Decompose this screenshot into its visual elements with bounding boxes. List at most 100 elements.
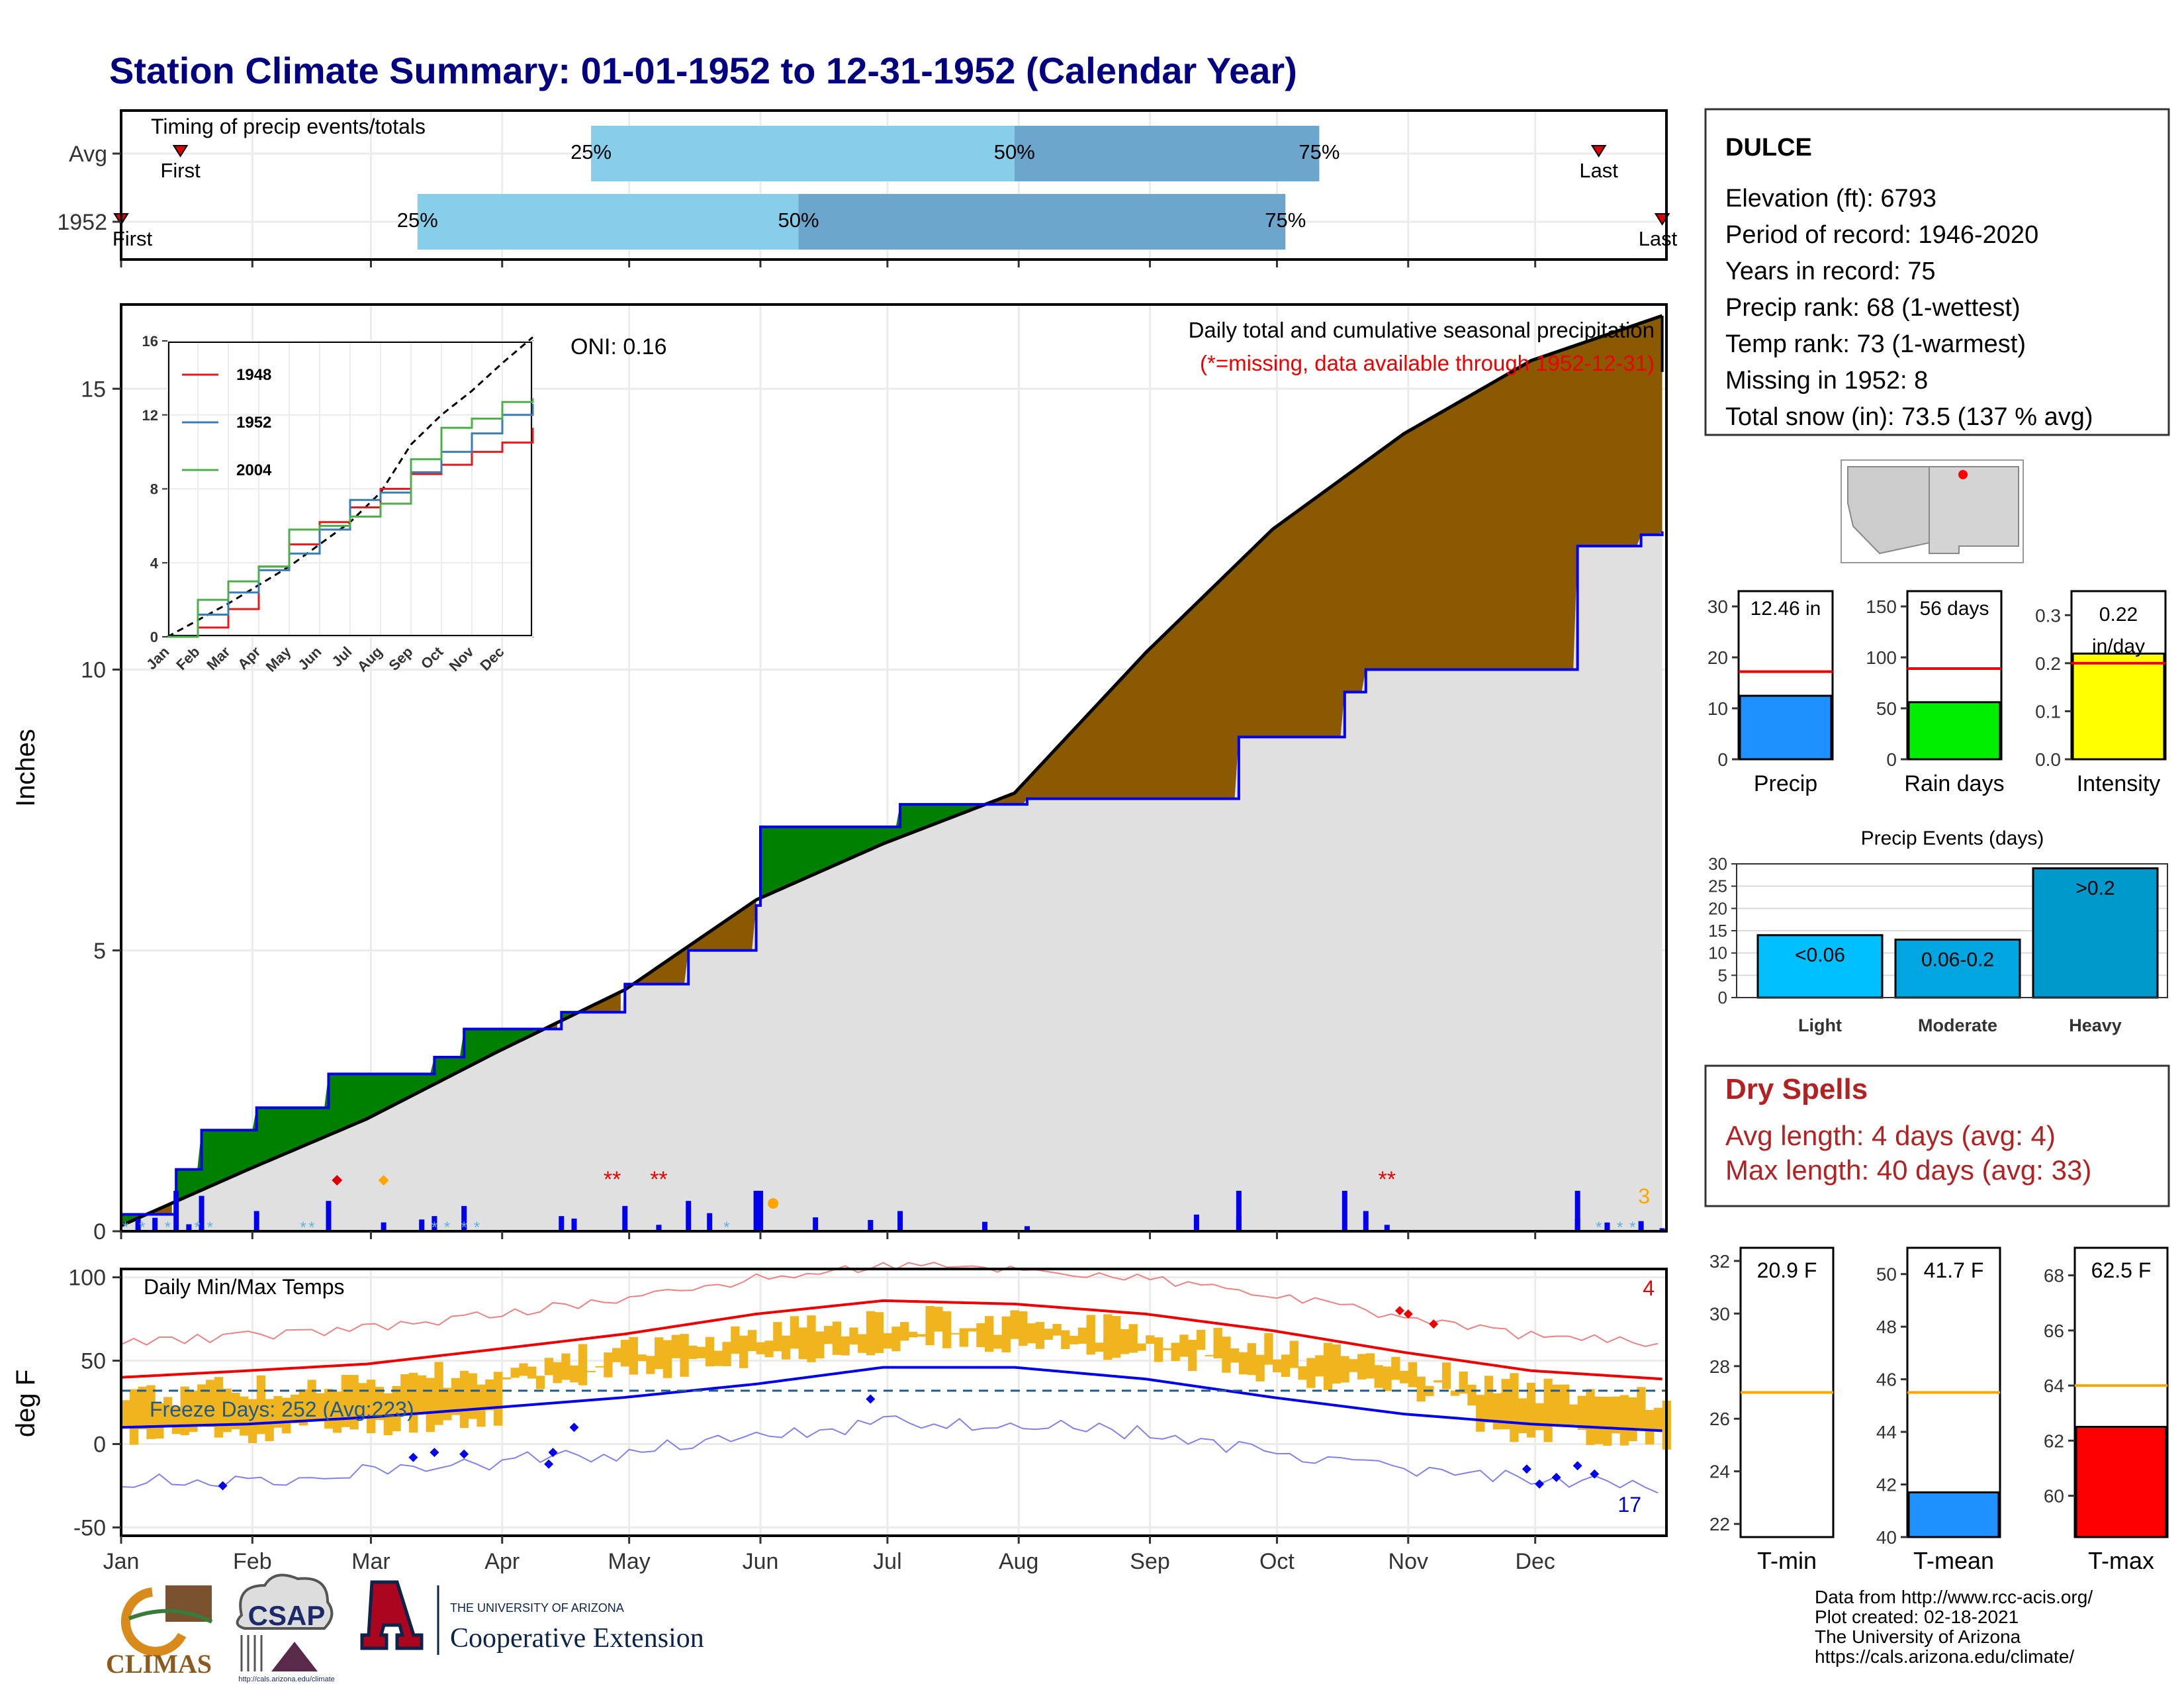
daily-precip-bar — [1604, 1222, 1610, 1231]
temp-panel-title: Daily Min/Max Temps — [144, 1275, 344, 1299]
daily-temp-range-bar — [1061, 1330, 1070, 1349]
summary-bar-tick-label: 100 — [1866, 647, 1897, 668]
events-bar — [1756, 934, 1884, 999]
daily-precip-bar — [199, 1196, 205, 1231]
daily-temp-range-bar — [1273, 1359, 1282, 1373]
daily-temp-range-bar — [1399, 1370, 1409, 1383]
record-low-marker — [459, 1449, 469, 1459]
daily-precip-bar — [461, 1205, 467, 1231]
record-low-marker — [569, 1423, 579, 1432]
month-label: Aug — [999, 1549, 1039, 1574]
month-label: Apr — [484, 1549, 520, 1574]
month-label: May — [608, 1549, 651, 1574]
daily-temp-range-bar — [1365, 1353, 1375, 1379]
daily-temp-range-bar — [1111, 1316, 1121, 1358]
record-low-marker — [548, 1448, 558, 1458]
record-low-marker — [1590, 1469, 1600, 1479]
summary-bar-fill — [1907, 701, 2001, 761]
timing-label: Timing of precip events/totals — [151, 115, 426, 138]
record-low-marker — [1522, 1464, 1531, 1474]
snow-day-marker: * — [1596, 1219, 1602, 1237]
temp-panel: Daily Min/Max Temps Freeze Days: 252 (Av… — [11, 1262, 1671, 1574]
daily-precip-bar — [173, 1190, 179, 1231]
events-category-label: Heavy — [2069, 1015, 2122, 1035]
daily-temp-range-bar — [256, 1375, 266, 1434]
csap-logo: CSAP http://cals.arizona.edu/climate — [236, 1573, 335, 1683]
daily-temp-range-bar — [841, 1336, 850, 1356]
daily-temp-range-bar — [629, 1336, 638, 1375]
summary-bar-label: Intensity — [2077, 771, 2161, 796]
daily-temp-range-bar — [1162, 1348, 1172, 1350]
summary-bar-tick-label: 0 — [1886, 749, 1897, 770]
daily-temp-range-bar — [646, 1356, 655, 1374]
daily-temp-range-bar — [1154, 1337, 1163, 1362]
ua-logo: THE UNIVERSITY OF ARIZONA Cooperative Ex… — [360, 1580, 704, 1655]
daily-temp-range-bar — [1383, 1366, 1392, 1391]
station-line: Period of record: 1946-2020 — [1725, 221, 2038, 249]
average-max-line — [120, 1299, 1662, 1381]
missing-data-asterisk: ** — [650, 1167, 667, 1192]
missing-day-marker — [378, 1175, 389, 1186]
daily-temp-range-bar — [1441, 1362, 1451, 1389]
summary-bar-fill — [2071, 652, 2165, 761]
summary-bar-tick-label: 50 — [1876, 698, 1897, 719]
inset-month-label: Apr — [234, 643, 264, 673]
daily-temp-range-bar — [1120, 1329, 1130, 1354]
first-event-label: First — [113, 227, 153, 250]
daily-precip-bar — [1574, 1190, 1580, 1231]
daily-temp-range-bar — [1374, 1365, 1383, 1388]
timing-row-avg-label: Avg — [69, 142, 107, 167]
daily-temp-range-bar — [637, 1354, 647, 1362]
summary-bar-label: Rain days — [1904, 771, 2004, 796]
daily-temp-range-bar — [1027, 1323, 1036, 1344]
timing-p75-label: 75% — [1298, 140, 1340, 164]
temp-summary-tick-label: 30 — [1709, 1303, 1730, 1324]
inset-frame — [168, 342, 532, 636]
page-title: Station Climate Summary: 01-01-1952 to 1… — [109, 50, 1297, 91]
daily-temp-range-bar — [1035, 1322, 1045, 1349]
daily-temp-range-bar — [620, 1340, 630, 1367]
daily-temp-range-bar — [1535, 1403, 1544, 1430]
daily-temp-range-bar — [451, 1378, 461, 1415]
daily-temp-range-bar — [985, 1316, 994, 1352]
temp-summary-tick-label: 42 — [1876, 1475, 1897, 1495]
summary-bar-tick-label: 30 — [1707, 596, 1728, 617]
summary-bar-value: in/day — [2092, 635, 2145, 657]
month-label: Jul — [873, 1549, 901, 1574]
daily-temp-range-bar — [849, 1327, 858, 1345]
daily-temp-range-bar — [1213, 1327, 1222, 1359]
credit-line: The University of Arizona — [1815, 1626, 2021, 1647]
inset-y-tick-label: 12 — [142, 407, 158, 424]
daily-temp-range-bar — [121, 1400, 130, 1427]
daily-precip-bar — [753, 1190, 759, 1231]
daily-temp-range-bar — [858, 1334, 867, 1353]
daily-precip-bar — [1193, 1214, 1199, 1231]
month-label: Jan — [103, 1549, 140, 1574]
station-line: Temp rank: 73 (1-warmest) — [1725, 330, 2026, 358]
precip-y-tick-label: 10 — [81, 658, 106, 683]
summary-bar-tick-label: 150 — [1866, 596, 1897, 617]
daily-temp-range-bar — [527, 1366, 537, 1379]
daily-temp-range-bar — [1298, 1366, 1307, 1380]
daily-temp-range-bar — [282, 1397, 291, 1434]
events-y-tick-label: 25 — [1708, 876, 1727, 896]
daily-temp-range-bar — [1484, 1376, 1494, 1423]
station-location-marker — [1958, 470, 1968, 479]
daily-temp-range-bar — [535, 1376, 545, 1389]
daily-precip-bar — [1363, 1211, 1369, 1231]
daily-temp-range-bar — [1628, 1397, 1637, 1442]
timing-bar-q2 — [417, 194, 799, 250]
last-event-label: Last — [1639, 227, 1678, 250]
daily-temp-range-bar — [655, 1337, 664, 1370]
month-label: Sep — [1130, 1549, 1170, 1574]
last-event-label: Last — [1579, 159, 1618, 182]
daily-temp-range-bar — [866, 1311, 876, 1356]
daily-temp-range-bar — [1543, 1378, 1553, 1442]
daily-temp-range-bar — [510, 1368, 520, 1378]
daily-temp-range-bar — [1128, 1324, 1138, 1353]
csap-wordmark: CSAP — [248, 1600, 326, 1631]
summary-bar-value: 0.22 — [2099, 604, 2138, 626]
daily-precip-bar — [1024, 1226, 1030, 1231]
station-line: Total snow (in): 73.5 (137 % avg) — [1725, 403, 2093, 431]
daily-temp-range-bar — [1146, 1335, 1155, 1344]
